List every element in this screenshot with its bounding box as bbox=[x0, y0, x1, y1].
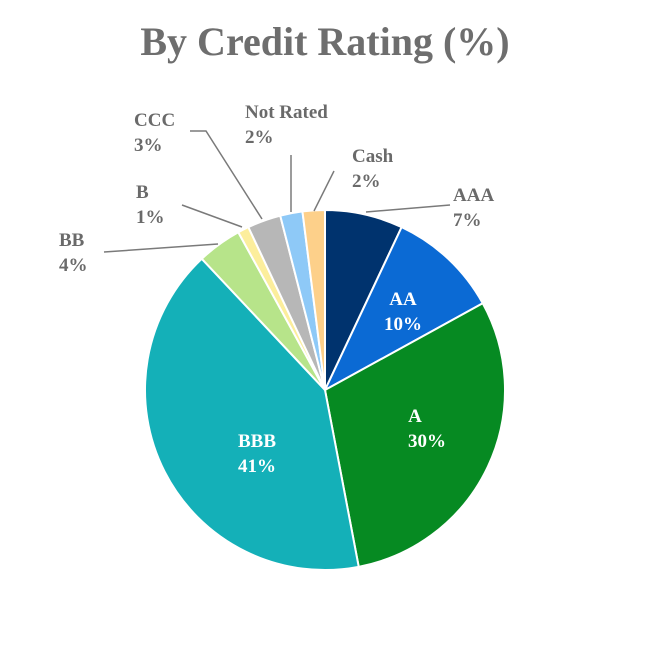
leader-lines bbox=[103, 130, 451, 253]
slice-label-cash: Cash bbox=[352, 146, 394, 167]
slice-labels: AAA 7% AA 10% A 30% BBB 41% BB 4% B 1% CCC 3% Not Rate… bbox=[59, 102, 494, 477]
pie-slice-bbb bbox=[144, 257, 360, 571]
slice-value-ccc: 3% bbox=[134, 135, 163, 156]
slice-label-not-rated: Not Rated bbox=[245, 102, 328, 123]
slice-value-not-rated: 2% bbox=[245, 127, 274, 148]
slice-value-aaa: 7% bbox=[453, 210, 482, 231]
slice-value-aa: 10% bbox=[384, 314, 422, 335]
slice-label-b: B bbox=[136, 182, 149, 203]
slice-label-ccc: CCC bbox=[134, 110, 175, 131]
pie-slice-a bbox=[323, 301, 506, 568]
slice-label-aaa: AAA bbox=[453, 185, 494, 206]
slice-value-b: 1% bbox=[136, 207, 165, 228]
slice-value-bb: 4% bbox=[59, 255, 88, 276]
slice-label-bb: BB bbox=[59, 230, 85, 251]
leader-line-bb bbox=[103, 243, 219, 253]
pie-slice-aa bbox=[322, 225, 485, 393]
chart-title: By Credit Rating (%) bbox=[140, 19, 510, 64]
slice-value-bbb: 41% bbox=[238, 456, 276, 477]
slice-label-bbb: BBB bbox=[238, 431, 276, 452]
slice-label-aa: AA bbox=[389, 289, 417, 310]
leader-line-cash bbox=[313, 170, 335, 212]
slice-value-a: 30% bbox=[408, 431, 446, 452]
slice-value-cash: 2% bbox=[352, 171, 381, 192]
slice-label-a: A bbox=[408, 406, 422, 427]
leader-line-aaa bbox=[365, 204, 451, 213]
leader-line-ccc bbox=[190, 130, 263, 220]
pie-slices bbox=[144, 208, 506, 571]
leader-line-b bbox=[181, 204, 243, 228]
